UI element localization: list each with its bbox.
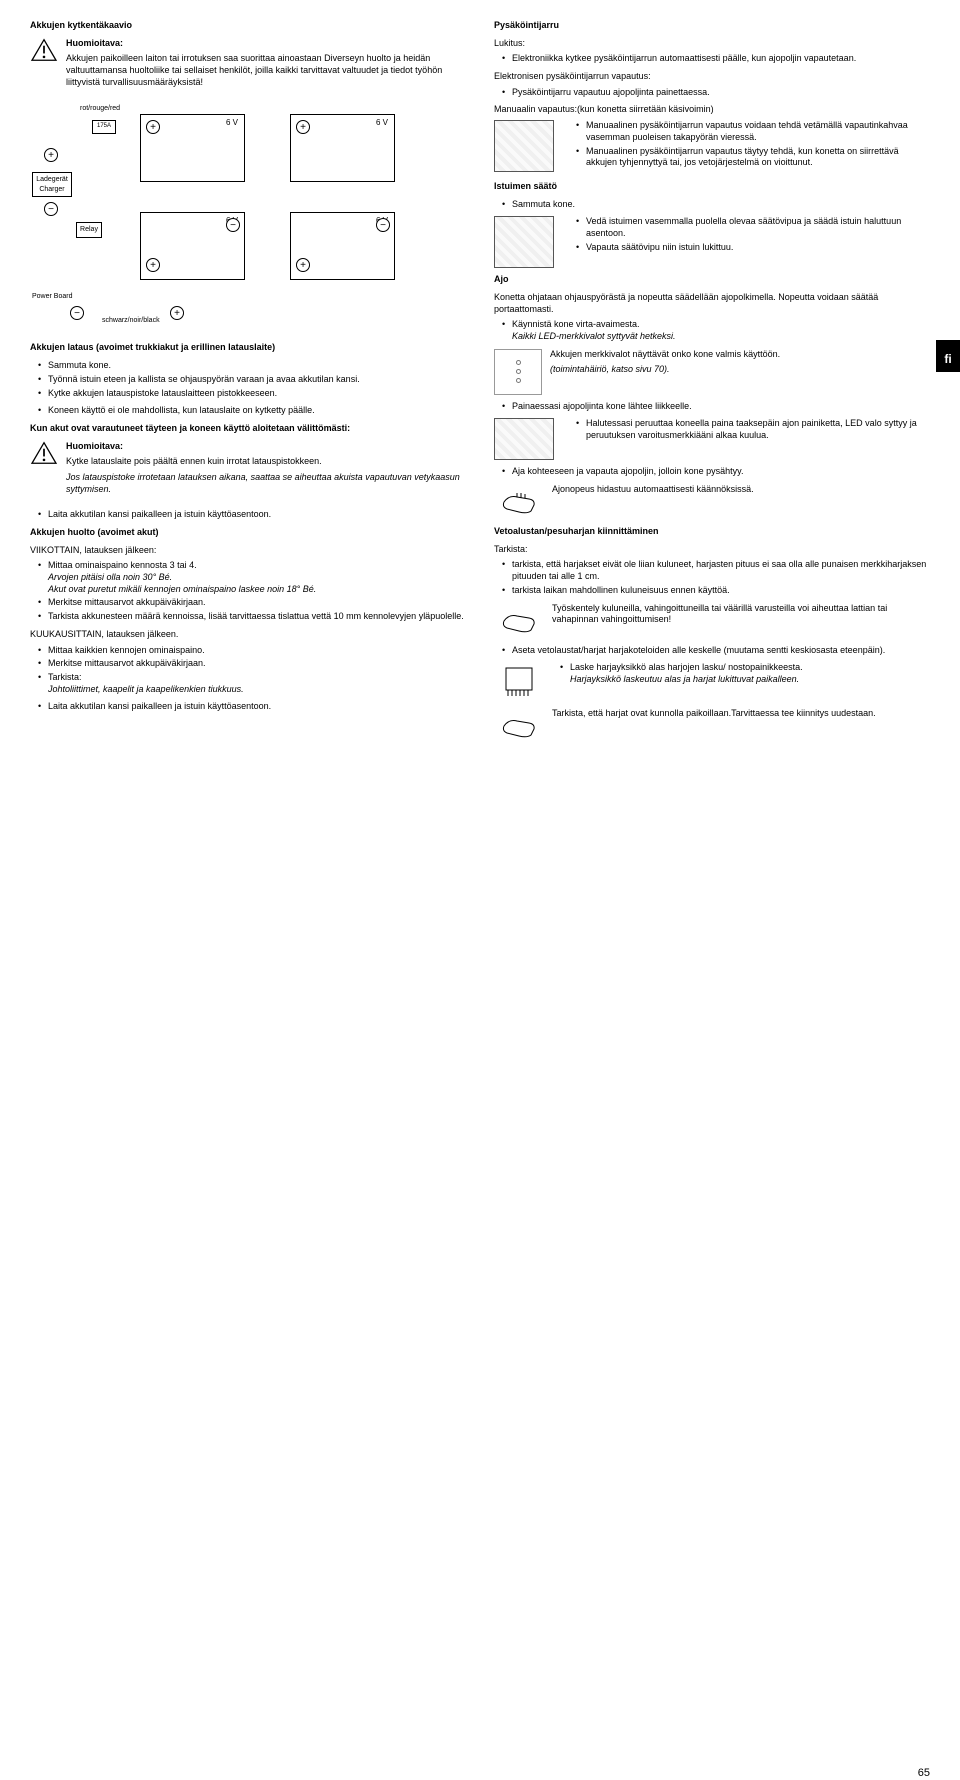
powerboard-label: Power Board (32, 292, 72, 301)
list-item: Tarkista: Johtoliittimet, kaapelit ja ka… (38, 672, 470, 695)
figure-seat-adjust (494, 216, 554, 268)
bullet-list: Manuaalinen pysäköintijarrun vapautus vo… (568, 120, 930, 169)
figure-reverse-button (494, 418, 554, 460)
bullet-list: Laita akkutilan kansi paikalleen ja istu… (30, 509, 470, 521)
warning-title: Huomioitava: (66, 441, 470, 453)
figure-row: Akkujen merkkivalot näyttävät onko kone … (494, 349, 930, 395)
section-title: Pysäköintijarru (494, 20, 930, 32)
language-tab: fi (936, 340, 960, 372)
paragraph: Elektronisen pysäköintijarrun vapautus: (494, 71, 930, 83)
hand-icon (494, 708, 544, 744)
section-title: Istuimen säätö (494, 181, 930, 193)
paragraph: Konetta ohjataan ohjauspyörästä ja nopeu… (494, 292, 930, 315)
figure-brake-release (494, 120, 554, 172)
list-item: Koneen käyttö ei ole mahdollista, kun la… (38, 405, 470, 417)
list-item: Halutessasi peruuttaa koneella paina taa… (576, 418, 930, 441)
list-item: Vedä istuimen vasemmalla puolella olevaa… (576, 216, 930, 239)
bullet-list: Sammuta kone. (494, 199, 930, 211)
bullet-list: Aja kohteeseen ja vapauta ajopoljin, jol… (494, 466, 930, 478)
list-item: Sammuta kone. (38, 360, 470, 372)
bullet-list: Halutessasi peruuttaa koneella paina taa… (568, 418, 930, 441)
section-title: Kun akut ovat varautuneet täyteen ja kon… (30, 423, 470, 435)
paragraph: Akkujen merkkivalot näyttävät onko kone … (550, 349, 930, 361)
list-item: Mittaa ominaispaino kennosta 3 tai 4. Ar… (38, 560, 470, 595)
fuse-label: 175A (92, 120, 116, 134)
list-item: Laita akkutilan kansi paikalleen ja istu… (38, 509, 470, 521)
figure-row: Tarkista, että harjat ovat kunnolla paik… (494, 708, 930, 744)
figure-row: Työskentely kuluneilla, vahingoittuneill… (494, 603, 930, 639)
list-item: Tarkista akkunesteen määrä kennoissa, li… (38, 611, 470, 623)
bullet-list: Koneen käyttö ei ole mahdollista, kun la… (30, 405, 470, 417)
paragraph: Ajonopeus hidastuu automaattisesti käänn… (552, 484, 930, 496)
figure-row: Laske harjayksikkö alas harjojen lasku/ … (494, 662, 930, 702)
paragraph: (toimintahäiriö, katso sivu 70). (550, 364, 930, 376)
list-item: Kytke akkujen latauspistoke latauslaitte… (38, 388, 470, 400)
bullet-list: Käynnistä kone virta-avaimesta. Kaikki L… (494, 319, 930, 342)
list-item: Laske harjayksikkö alas harjojen lasku/ … (560, 662, 930, 685)
list-item: Painaessasi ajopoljinta kone lähtee liik… (502, 401, 930, 413)
warning-box: Huomioitava: Kytke latauslaite pois pääl… (30, 441, 470, 500)
list-item: Elektroniikka kytkee pysäköintijarrun au… (502, 53, 930, 65)
list-item: Laita akkutilan kansi paikalleen ja istu… (38, 701, 470, 713)
paragraph: Tarkista, että harjat ovat kunnolla paik… (552, 708, 930, 720)
list-item: Sammuta kone. (502, 199, 930, 211)
hand-icon (494, 484, 544, 520)
paragraph: Työskentely kuluneilla, vahingoittuneill… (552, 603, 930, 626)
brush-icon (494, 662, 544, 702)
list-item: Merkitse mittausarvot akkupäiväkirjaan. (38, 658, 470, 670)
list-item: Aseta vetolaustat/harjat harjakoteloiden… (502, 645, 930, 657)
list-item: tarkista laikan mahdollinen kuluneisuus … (502, 585, 930, 597)
section-title: Ajo (494, 274, 930, 286)
bullet-list: Laita akkutilan kansi paikalleen ja istu… (30, 701, 470, 713)
figure-row: Ajonopeus hidastuu automaattisesti käänn… (494, 484, 930, 520)
bullet-list: tarkista, että harjakset eivät ole liian… (494, 559, 930, 596)
figure-row: Halutessasi peruuttaa koneella paina taa… (494, 418, 930, 460)
wiring-diagram: rot/rouge/red 6 V 6 V 6 V 6 V + + + + − … (30, 102, 470, 332)
bullet-list: Vedä istuimen vasemmalla puolella olevaa… (568, 216, 930, 253)
bullet-list: Mittaa ominaispaino kennosta 3 tai 4. Ar… (30, 560, 470, 622)
bullet-list: Elektroniikka kytkee pysäköintijarrun au… (494, 53, 930, 65)
list-item: Pysäköintijarru vapautuu ajopoljinta pai… (502, 87, 930, 99)
led-panel-icon (494, 349, 542, 395)
warning-body: Akkujen paikoilleen laiton tai irrotukse… (66, 53, 470, 88)
warning-line: Kytke latauslaite pois päältä ennen kuin… (66, 456, 470, 468)
bullet-list: Sammuta kone. Työnnä istuin eteen ja kal… (30, 360, 470, 399)
label-red: rot/rouge/red (80, 104, 120, 113)
list-item: Aja kohteeseen ja vapauta ajopoljin, jol… (502, 466, 930, 478)
hand-icon (494, 603, 544, 639)
section-title: Akkujen lataus (avoimet trukkiakut ja er… (30, 342, 470, 354)
bullet-list: Laske harjayksikkö alas harjojen lasku/ … (552, 662, 930, 685)
paragraph: Manuaalin vapautus:(kun konetta siirretä… (494, 104, 930, 116)
section-title: Akkujen kytkentäkaavio (30, 20, 470, 32)
warning-icon (30, 38, 58, 62)
list-item: Manuaalinen pysäköintijarrun vapautus tä… (576, 146, 930, 169)
bullet-list: Painaessasi ajopoljinta kone lähtee liik… (494, 401, 930, 413)
warning-line: Jos latauspistoke irrotetaan latauksen a… (66, 472, 470, 495)
list-item: Mittaa kaikkien kennojen ominaispaino. (38, 645, 470, 657)
figure-row: Vedä istuimen vasemmalla puolella olevaa… (494, 216, 930, 268)
subheading: KUUKAUSITTAIN, latauksen jälkeen. (30, 629, 470, 641)
page-number: 65 (918, 1766, 930, 1780)
warning-box: Huomioitava: Akkujen paikoilleen laiton … (30, 38, 470, 93)
bullet-list: Aseta vetolaustat/harjat harjakoteloiden… (494, 645, 930, 657)
list-item: Manuaalinen pysäköintijarrun vapautus vo… (576, 120, 930, 143)
list-item: Käynnistä kone virta-avaimesta. Kaikki L… (502, 319, 930, 342)
subheading: Tarkista: (494, 544, 930, 556)
list-item: tarkista, että harjakset eivät ole liian… (502, 559, 930, 582)
list-item: Vapauta säätövipu niin istuin lukittuu. (576, 242, 930, 254)
bullet-list: Pysäköintijarru vapautuu ajopoljinta pai… (494, 87, 930, 99)
relay-label: Relay (76, 222, 102, 237)
subheading: Lukitus: (494, 38, 930, 50)
subheading: VIIKOTTAIN, latauksen jälkeen: (30, 545, 470, 557)
black-label: schwarz/noir/black (102, 316, 160, 325)
section-title: Akkujen huolto (avoimet akut) (30, 527, 470, 539)
list-item: Merkitse mittausarvot akkupäiväkirjaan. (38, 597, 470, 609)
bullet-list: Mittaa kaikkien kennojen ominaispaino. M… (30, 645, 470, 696)
list-item: Työnnä istuin eteen ja kallista se ohjau… (38, 374, 470, 386)
warning-icon (30, 441, 58, 465)
warning-title: Huomioitava: (66, 38, 470, 50)
charger-label: Ladegerät Charger (32, 172, 72, 196)
figure-row: Manuaalinen pysäköintijarrun vapautus vo… (494, 120, 930, 175)
section-title: Vetoalustan/pesuharjan kiinnittäminen (494, 526, 930, 538)
